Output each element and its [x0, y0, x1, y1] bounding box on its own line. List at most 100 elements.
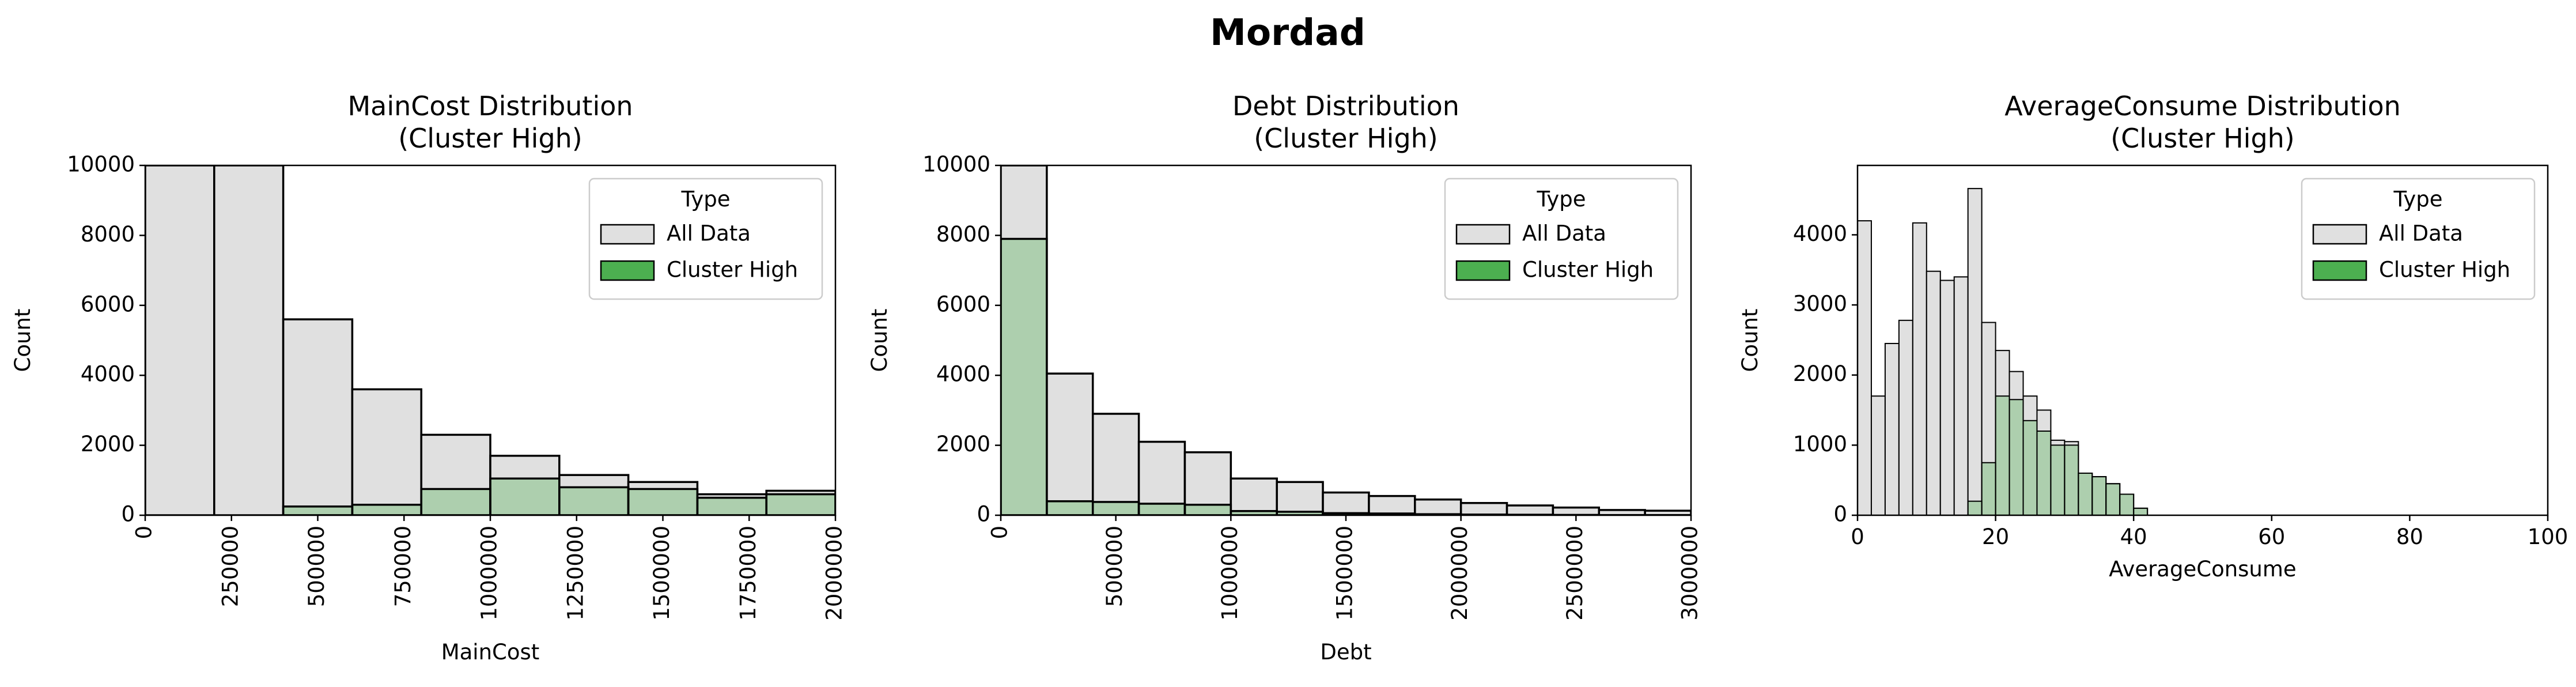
x-tick-label: 2000000	[822, 526, 847, 621]
bar	[145, 165, 215, 515]
panel-title: MainCost Distribution	[347, 90, 633, 122]
y-axis-label: Count	[1738, 309, 1762, 372]
bar	[1926, 270, 1941, 515]
panel-title: (Cluster High)	[2110, 123, 2295, 154]
bar	[2050, 444, 2066, 515]
plot-area	[145, 165, 835, 515]
y-tick-label: 2000	[81, 432, 135, 456]
bar	[489, 477, 561, 515]
x-tick-label: 60	[2258, 524, 2285, 549]
bar	[1939, 280, 1955, 515]
x-tick-label: 250000	[218, 526, 243, 607]
bar	[2105, 483, 2121, 515]
bar	[2064, 444, 2079, 515]
y-tick-label: 6000	[81, 292, 135, 316]
x-tick-label: 20	[1982, 524, 2009, 549]
bar	[351, 504, 422, 515]
x-tick-label: 500000	[304, 526, 329, 607]
legend-label: All Data	[2379, 221, 2463, 246]
bar	[2022, 420, 2038, 515]
legend-label: All Data	[1522, 221, 1606, 246]
y-tick-label: 3000	[1793, 292, 1847, 316]
bar	[1046, 372, 1094, 515]
bar	[2091, 476, 2107, 515]
y-tick-label: 10000	[67, 152, 135, 177]
bar	[2078, 473, 2093, 515]
legend-title: Type	[681, 187, 731, 212]
y-tick-label: 10000	[922, 152, 990, 177]
bar	[1001, 237, 1048, 515]
x-tick-label: 1000000	[477, 526, 502, 621]
x-tick-label: 1000000	[1217, 526, 1242, 621]
bar	[1995, 395, 2010, 515]
bar	[696, 496, 767, 515]
y-tick-label: 2000	[1793, 361, 1847, 386]
x-tick-label: 0	[132, 526, 157, 539]
bar	[1967, 500, 1983, 515]
x-axis-label: Debt	[1320, 640, 1371, 665]
x-tick-label: 3000000	[1678, 526, 1703, 621]
y-tick-label: 6000	[936, 292, 990, 316]
figure-title: Mordad	[1210, 12, 1365, 54]
bar	[2036, 431, 2052, 515]
bar	[282, 505, 354, 515]
legend-swatch	[600, 224, 655, 245]
y-tick-label: 0	[1833, 502, 1847, 527]
legend-label: All Data	[667, 221, 751, 246]
bar	[1183, 504, 1232, 515]
x-tick-label: 500000	[1102, 526, 1127, 607]
x-tick-label: 2000000	[1447, 526, 1472, 621]
x-tick-label: 1500000	[649, 526, 674, 621]
x-tick-label: 0	[1851, 524, 1864, 549]
y-tick-label: 0	[121, 502, 135, 527]
bar	[1091, 413, 1140, 515]
bar	[765, 493, 835, 515]
bar	[1967, 188, 1983, 515]
legend-swatch	[1455, 224, 1511, 245]
legend-label: Cluster High	[1522, 258, 1654, 282]
x-tick-label: 2500000	[1563, 526, 1587, 621]
bar	[1276, 481, 1324, 515]
bar	[1414, 498, 1462, 515]
bar	[627, 488, 699, 515]
y-tick-label: 4000	[81, 362, 135, 387]
bar	[1230, 477, 1278, 515]
axes-frame	[1856, 164, 2549, 516]
y-tick-label: 4000	[1793, 221, 1847, 246]
bar	[420, 433, 491, 515]
bar	[558, 486, 630, 515]
bar	[1898, 319, 1913, 515]
bar	[1858, 220, 1872, 515]
panel-title: (Cluster High)	[398, 123, 582, 154]
bar	[1046, 500, 1094, 515]
x-tick-label: 1750000	[736, 526, 761, 621]
bar	[1870, 395, 1886, 515]
y-tick-label: 0	[977, 502, 990, 527]
bar	[1137, 503, 1186, 515]
legend-title: Type	[1537, 187, 1586, 212]
panel-title: AverageConsume Distribution	[2004, 90, 2401, 122]
bar	[2008, 399, 2024, 515]
plot-area	[1001, 165, 1691, 515]
x-tick-label: 0	[988, 526, 1012, 539]
y-axis-label: Count	[10, 309, 35, 372]
legend-swatch	[2312, 260, 2367, 281]
bar	[1884, 342, 1900, 515]
bar	[282, 318, 354, 515]
bar	[1981, 462, 1996, 515]
legend-label: Cluster High	[667, 258, 798, 282]
legend-label: Cluster High	[2379, 258, 2510, 282]
y-tick-label: 1000	[1793, 432, 1847, 456]
x-axis-label: AverageConsume	[2109, 557, 2296, 582]
y-tick-label: 4000	[936, 362, 990, 387]
bar	[351, 388, 422, 515]
bar	[420, 488, 491, 515]
x-tick-label: 100	[2528, 524, 2569, 549]
y-axis-label: Count	[867, 309, 892, 372]
bar	[213, 165, 285, 515]
y-tick-label: 8000	[936, 222, 990, 247]
bar	[1091, 501, 1140, 515]
x-axis-label: MainCost	[441, 640, 540, 665]
bar	[2133, 507, 2148, 515]
x-tick-label: 80	[2396, 524, 2423, 549]
